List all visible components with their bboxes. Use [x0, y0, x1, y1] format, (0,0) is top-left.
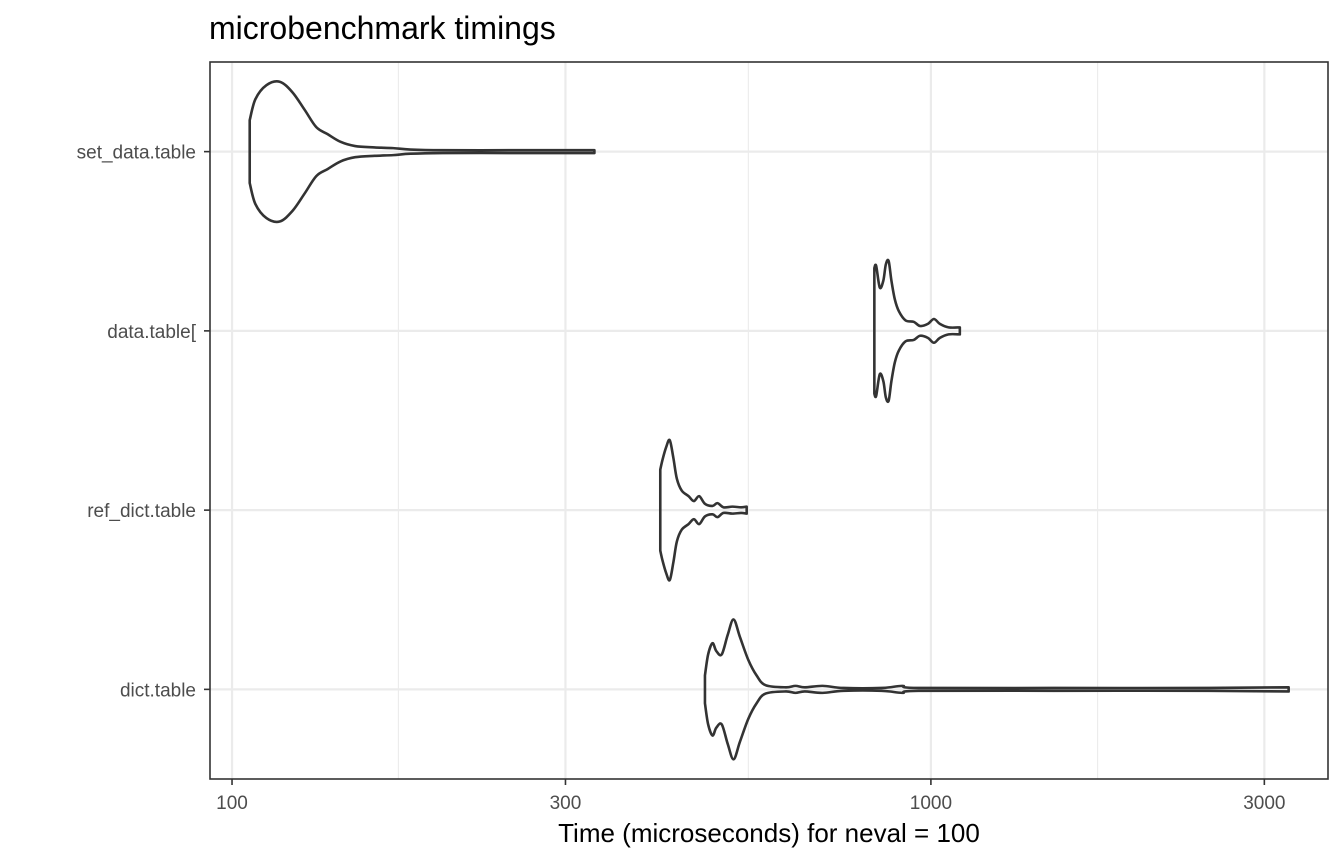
x-tick-label: 100 — [216, 793, 248, 814]
violin-data-table — [873, 258, 962, 404]
y-axis: set_data.table data.table[ ref_dict.tabled… — [77, 143, 210, 701]
y-tick-label: data.table[ — [107, 322, 196, 343]
x-tick-label: 3000 — [1243, 793, 1285, 814]
y-tick-label: set_data.table — [77, 143, 196, 164]
y-tick-label: dict.table — [120, 680, 196, 701]
x-axis-label: Time (microseconds) for neval = 100 — [558, 818, 980, 848]
violin-set-data-table — [248, 80, 596, 224]
chart-title: microbenchmark timings — [209, 10, 556, 46]
y-tick-label: ref_dict.table — [87, 501, 196, 522]
x-tick-label: 300 — [550, 793, 582, 814]
grid — [210, 62, 1328, 779]
x-axis: 100 300 1000 3000 — [216, 779, 1285, 814]
violin-ref-dict-table — [658, 438, 748, 582]
violins — [248, 80, 1290, 761]
violin-dict-table — [703, 618, 1290, 761]
panel-border — [209, 61, 1329, 780]
x-tick-label: 1000 — [910, 793, 952, 814]
